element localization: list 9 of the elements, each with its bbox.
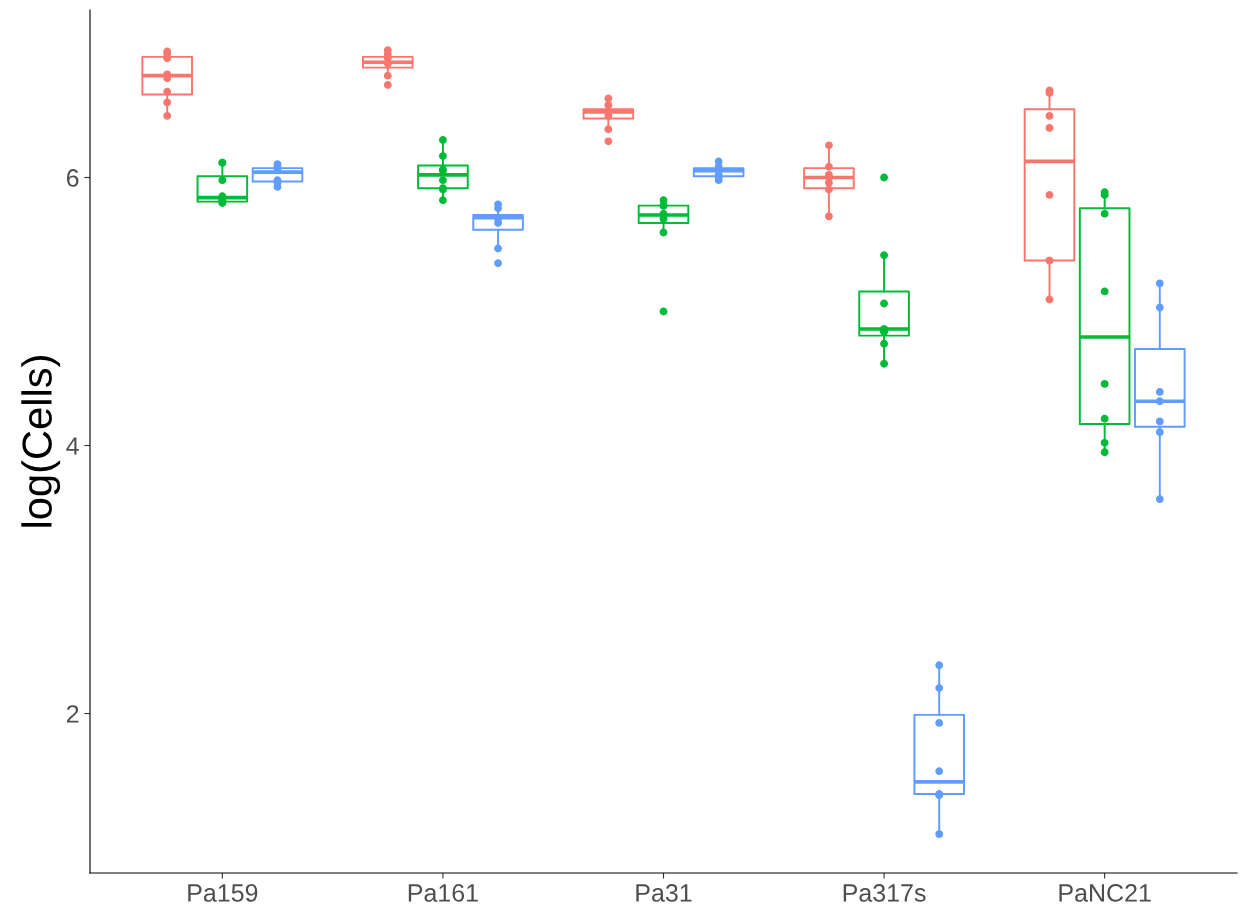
- x-tick-label: Pa161: [408, 884, 478, 902]
- y-axis-title: log(Cells): [21, 356, 61, 527]
- x-tick-label: Pa159: [188, 884, 258, 902]
- x-tick-label: Pa317s: [843, 884, 926, 902]
- x-tick-label: Pa31: [636, 884, 692, 902]
- y-tick-label: 6: [66, 169, 79, 187]
- y-tick-label: 2: [66, 705, 79, 723]
- y-tick-label: 4: [66, 437, 79, 455]
- x-tick-label: PaNC21: [1059, 884, 1151, 902]
